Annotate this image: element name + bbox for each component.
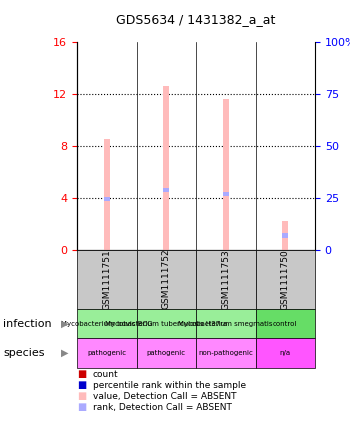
Text: GSM1111750: GSM1111750 bbox=[281, 249, 290, 310]
Text: ■: ■ bbox=[77, 402, 86, 412]
Bar bbox=[223, 192, 229, 196]
Bar bbox=[282, 233, 288, 238]
Text: ■: ■ bbox=[77, 369, 86, 379]
Text: infection: infection bbox=[4, 319, 52, 329]
Bar bbox=[163, 188, 169, 192]
Text: value, Detection Call = ABSENT: value, Detection Call = ABSENT bbox=[93, 392, 236, 401]
Bar bbox=[282, 221, 288, 250]
Text: n/a: n/a bbox=[280, 350, 291, 356]
Bar bbox=[196, 338, 256, 368]
Text: Mycobacterium bovis BCG: Mycobacterium bovis BCG bbox=[61, 321, 153, 327]
Bar bbox=[163, 86, 169, 250]
Bar bbox=[104, 197, 110, 201]
Text: percentile rank within the sample: percentile rank within the sample bbox=[93, 381, 246, 390]
Bar bbox=[136, 338, 196, 368]
Text: ▶: ▶ bbox=[61, 348, 69, 358]
Text: control: control bbox=[273, 321, 298, 327]
Text: ▶: ▶ bbox=[61, 319, 69, 329]
Bar bbox=[256, 338, 315, 368]
Bar bbox=[104, 140, 110, 250]
Text: rank, Detection Call = ABSENT: rank, Detection Call = ABSENT bbox=[93, 403, 232, 412]
Text: non-pathogenic: non-pathogenic bbox=[198, 350, 253, 356]
Bar bbox=[136, 309, 196, 338]
Bar bbox=[136, 250, 196, 309]
Text: GSM1111752: GSM1111752 bbox=[162, 249, 171, 310]
Text: GDS5634 / 1431382_a_at: GDS5634 / 1431382_a_at bbox=[116, 13, 276, 25]
Text: species: species bbox=[4, 348, 45, 358]
Text: GSM1111751: GSM1111751 bbox=[102, 249, 111, 310]
Bar bbox=[77, 250, 136, 309]
Text: count: count bbox=[93, 370, 118, 379]
Bar bbox=[77, 309, 136, 338]
Bar bbox=[223, 99, 229, 250]
Text: GSM1111753: GSM1111753 bbox=[221, 249, 230, 310]
Text: pathogenic: pathogenic bbox=[87, 350, 126, 356]
Text: Mycobacterium smegmatis: Mycobacterium smegmatis bbox=[178, 321, 273, 327]
Bar bbox=[256, 309, 315, 338]
Text: pathogenic: pathogenic bbox=[147, 350, 186, 356]
Text: ■: ■ bbox=[77, 380, 86, 390]
Bar bbox=[256, 250, 315, 309]
Text: Mycobacterium tuberculosis H37ra: Mycobacterium tuberculosis H37ra bbox=[105, 321, 228, 327]
Bar bbox=[77, 338, 136, 368]
Bar bbox=[196, 309, 256, 338]
Text: ■: ■ bbox=[77, 391, 86, 401]
Bar bbox=[196, 250, 256, 309]
